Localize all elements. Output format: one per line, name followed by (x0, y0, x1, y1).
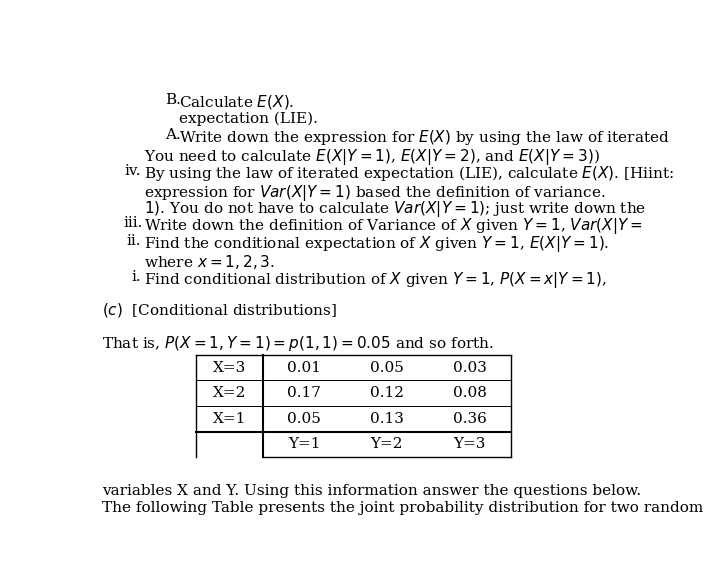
Text: iv.: iv. (125, 164, 141, 178)
Text: 0.17: 0.17 (287, 386, 321, 400)
Text: You need to calculate $E(X|Y = 1)$, $E(X|Y = 2)$, and $E(X|Y = 3)$): You need to calculate $E(X|Y = 1)$, $E(X… (144, 148, 600, 168)
Text: 0.36: 0.36 (452, 412, 487, 426)
Text: $(c)$  [Conditional distributions]: $(c)$ [Conditional distributions] (102, 301, 337, 319)
Text: Y=2: Y=2 (371, 438, 403, 451)
Text: By using the law of iterated expectation (LIE), calculate $E(X)$. [Hiint:: By using the law of iterated expectation… (144, 164, 675, 183)
Text: X=3: X=3 (213, 361, 246, 375)
Text: expectation (LIE).: expectation (LIE). (179, 112, 318, 126)
Text: 0.05: 0.05 (287, 412, 321, 426)
Text: 0.03: 0.03 (452, 361, 487, 375)
Text: ii.: ii. (126, 235, 141, 248)
Text: expression for $Var(X|Y = 1)$ based the definition of variance.: expression for $Var(X|Y = 1)$ based the … (144, 182, 606, 202)
Text: 0.01: 0.01 (287, 361, 321, 375)
Text: X=1: X=1 (213, 412, 246, 426)
Text: i.: i. (131, 270, 141, 284)
Text: Y=1: Y=1 (288, 438, 320, 451)
Text: The following Table presents the joint probability distribution for two random: The following Table presents the joint p… (102, 501, 703, 515)
Text: 0.08: 0.08 (452, 386, 487, 400)
Text: 0.13: 0.13 (370, 412, 404, 426)
Text: Calculate $E(X)$.: Calculate $E(X)$. (179, 93, 294, 112)
Text: Write down the definition of Variance of $X$ given $Y = 1$, $Var(X|Y =$: Write down the definition of Variance of… (144, 216, 643, 236)
Text: where $x = 1, 2, 3$.: where $x = 1, 2, 3$. (144, 253, 275, 271)
Text: B.: B. (166, 93, 181, 108)
Text: That is, $P(X = 1, Y = 1) = p(1, 1) = 0.05$ and so forth.: That is, $P(X = 1, Y = 1) = p(1, 1) = 0.… (102, 334, 494, 353)
Text: Write down the expression for $E(X)$ by using the law of iterated: Write down the expression for $E(X)$ by … (179, 128, 670, 147)
Text: A.: A. (166, 128, 181, 142)
Text: Y=3: Y=3 (454, 438, 485, 451)
Text: 0.05: 0.05 (370, 361, 404, 375)
Text: 0.12: 0.12 (370, 386, 404, 400)
Text: $1)$. You do not have to calculate $Var(X|Y = 1)$; just write down the: $1)$. You do not have to calculate $Var(… (144, 200, 647, 220)
Text: Find the conditional expectation of $X$ given $Y = 1$, $E(X|Y = 1)$.: Find the conditional expectation of $X$ … (144, 235, 609, 254)
Text: variables X and Y. Using this information answer the questions below.: variables X and Y. Using this informatio… (102, 483, 642, 498)
Text: X=2: X=2 (213, 386, 246, 400)
Text: Find conditional distribution of $X$ given $Y = 1$, $P(X = x|Y = 1)$,: Find conditional distribution of $X$ giv… (144, 270, 607, 290)
Text: iii.: iii. (124, 216, 143, 230)
